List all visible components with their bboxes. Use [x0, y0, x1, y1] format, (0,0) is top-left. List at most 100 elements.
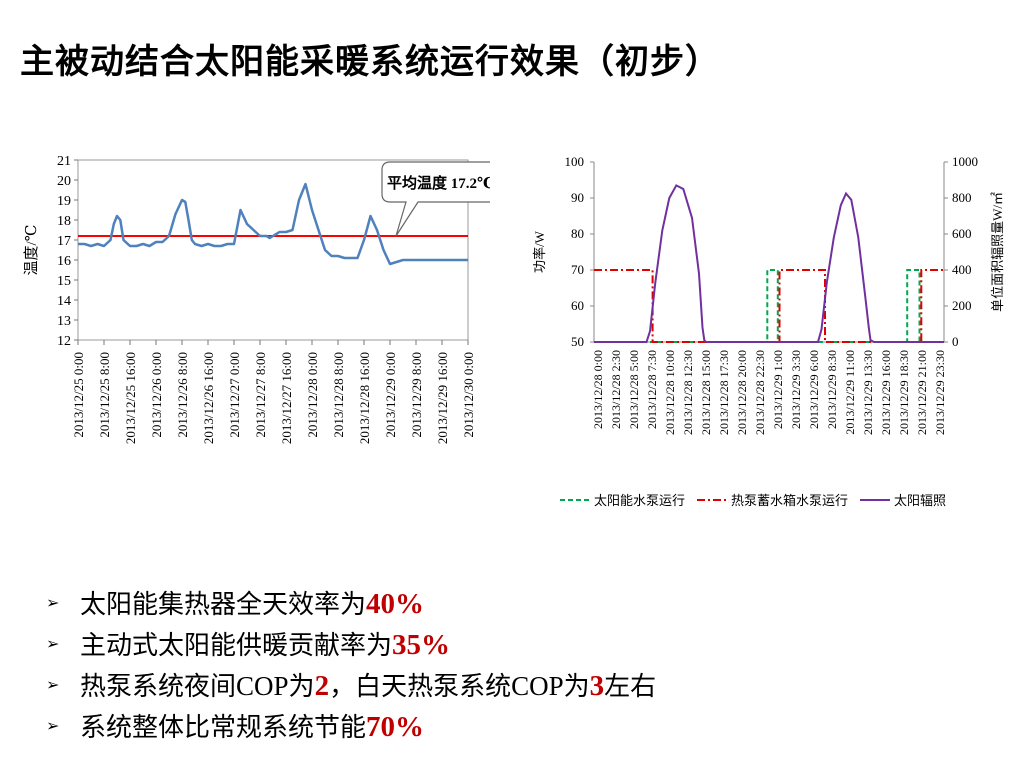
bullet-text: 太阳能集热器全天效率为40% — [80, 584, 424, 621]
highlight-value: 35% — [392, 629, 451, 661]
y-tick-label: 100 — [565, 154, 585, 169]
x-tick-label: 2013/12/26 0:00 — [149, 352, 164, 438]
bullet-text-part: 主动式太阳能供暖贡献率为 — [80, 631, 393, 661]
y2-tick-label: 0 — [952, 334, 959, 349]
y-tick-label: 18 — [57, 214, 71, 229]
y-axis-label: 功率/W — [532, 230, 547, 273]
annotation-text: 平均温度 17.2℃ — [387, 174, 490, 192]
y2-tick-label: 1000 — [952, 154, 978, 169]
plot-area — [77, 159, 469, 341]
x-tick-label: 2013/12/28 16:00 — [357, 352, 372, 444]
bullet-text-part: COP — [511, 671, 564, 701]
bullet-text-part: 太阳能集热器全天效率为 — [80, 590, 367, 620]
x-tick-label: 2013/12/28 17:30 — [717, 350, 731, 435]
x-tick-label: 2013/12/28 8:00 — [331, 352, 346, 438]
x-tick-label: 2013/12/25 16:00 — [123, 352, 138, 444]
legend-label: 热泵蓄水箱水泵运行 — [731, 493, 848, 508]
y-tick-label: 14 — [57, 294, 71, 309]
highlight-value: 3 — [589, 670, 605, 702]
y2-tick-label: 200 — [952, 298, 972, 313]
annotation-callout — [381, 161, 490, 237]
bullet-text: 主动式太阳能供暖贡献率为35% — [80, 625, 450, 662]
bullet-list: ➢ 太阳能集热器全天效率为40% ➢ 主动式太阳能供暖贡献率为35% ➢ 热泵系统夜间… — [46, 582, 656, 746]
x-tick-label: 2013/12/29 11:00 — [843, 350, 857, 435]
y-tick-label: 21 — [57, 154, 71, 169]
y-tick-label: 15 — [57, 274, 71, 289]
x-tick-label: 2013/12/29 13:30 — [861, 350, 875, 435]
x-tick-label: 2013/12/28 20:00 — [735, 350, 749, 435]
x-tick-label: 2013/12/29 8:30 — [825, 350, 839, 429]
x-tick-label: 2013/12/29 21:00 — [915, 350, 929, 435]
legend-label: 太阳辐照 — [894, 493, 946, 508]
y2-axis-label: 单位面积辐照量W/㎡ — [990, 192, 1005, 312]
x-tick-label: 2013/12/29 1:00 — [771, 350, 785, 429]
temperature-series-line — [78, 182, 468, 266]
highlight-value: 40% — [366, 588, 425, 620]
x-tick-label: 2013/12/25 8:00 — [97, 352, 112, 438]
bullet-text-part: 左右 — [604, 672, 657, 702]
y2-tick-label: 800 — [952, 190, 972, 205]
x-tick-label: 2013/12/28 15:00 — [699, 350, 713, 435]
bullet-text-part: COP — [236, 671, 289, 701]
series-line — [594, 269, 944, 343]
y-tick-label: 13 — [57, 314, 71, 329]
series-line — [594, 184, 944, 343]
x-tick-label: 2013/12/27 8:00 — [253, 352, 268, 438]
y-tick-label: 20 — [57, 174, 71, 189]
y-tick-label: 60 — [571, 298, 584, 313]
x-tick-label: 2013/12/28 7:30 — [645, 350, 659, 429]
y-tick-label: 90 — [571, 190, 584, 205]
x-tick-label: 2013/12/28 0:00 — [305, 352, 320, 438]
x-tick-label: 2013/12/28 10:00 — [663, 350, 677, 435]
bullet-text-part: 系统整体比常规系统节能 — [80, 713, 367, 743]
x-tick-label: 2013/12/29 16:00 — [435, 352, 450, 444]
x-tick-label: 2013/12/29 16:00 — [879, 350, 893, 435]
x-tick-label: 2013/12/28 0:00 — [591, 350, 605, 429]
y-tick-label: 80 — [571, 226, 584, 241]
x-tick-label: 2013/12/29 3:30 — [789, 350, 803, 429]
arrow-bullet-icon: ➢ — [46, 675, 60, 694]
x-tick-label: 2013/12/28 12:30 — [681, 350, 695, 435]
y-tick-label: 19 — [57, 194, 71, 209]
bullet-text-part: ，白天热泵系统 — [329, 672, 512, 702]
bullet-text: 系统整体比常规系统节能70% — [80, 707, 424, 744]
slide-title: 主被动结合太阳能采暖系统运行效果（初步） — [20, 42, 720, 82]
highlight-value: 70% — [366, 711, 425, 743]
bullet-text-part: 为 — [563, 672, 590, 702]
x-tick-label: 2013/12/29 8:00 — [409, 352, 424, 438]
bullet-item: ➢ 主动式太阳能供暖贡献率为35% — [46, 623, 656, 664]
x-tick-label: 2013/12/28 5:00 — [627, 350, 641, 429]
x-tick-label: 2013/12/26 16:00 — [201, 352, 216, 444]
y2-tick-label: 400 — [952, 262, 972, 277]
x-tick-label: 2013/12/29 18:30 — [897, 350, 911, 435]
bullet-text-part: 热泵系统夜间 — [80, 672, 237, 702]
bullet-item: ➢ 热泵系统夜间COP为2，白天热泵系统COP为3左右 — [46, 664, 656, 705]
arrow-bullet-icon: ➢ — [46, 593, 60, 612]
temperature-chart: 12 13 14 15 16 17 18 19 20 21 温度/℃ 2013/12/25 0:00 2… — [23, 154, 490, 444]
y-tick-label: 70 — [571, 262, 584, 277]
y2-tick-label: 600 — [952, 226, 972, 241]
legend-label: 太阳能水泵运行 — [594, 493, 685, 508]
y-tick-label: 17 — [57, 234, 71, 249]
y-tick-label: 50 — [571, 334, 584, 349]
arrow-bullet-icon: ➢ — [46, 716, 60, 735]
x-tick-label: 2013/12/27 0:00 — [227, 352, 242, 438]
y-tick-label: 16 — [57, 254, 71, 269]
x-tick-label: 2013/12/29 6:00 — [807, 350, 821, 429]
x-tick-label: 2013/12/26 8:00 — [175, 352, 190, 438]
bullet-text-part: 为 — [288, 672, 315, 702]
x-tick-label: 2013/12/25 0:00 — [71, 352, 86, 438]
series-line — [594, 269, 944, 343]
x-tick-label: 2013/12/29 23:30 — [933, 350, 947, 435]
y-tick-label: 12 — [57, 334, 71, 349]
y-axis-label: 温度/℃ — [23, 225, 40, 276]
x-tick-label: 2013/12/28 2:30 — [609, 350, 623, 429]
x-tick-label: 2013/12/29 0:00 — [383, 352, 398, 438]
bullet-item: ➢ 太阳能集热器全天效率为40% — [46, 582, 656, 623]
x-tick-label: 2013/12/27 16:00 — [279, 352, 294, 444]
arrow-bullet-icon: ➢ — [46, 634, 60, 653]
bullet-text: 热泵系统夜间COP为2，白天热泵系统COP为3左右 — [80, 666, 656, 703]
x-tick-label: 2013/12/28 22:30 — [753, 350, 767, 435]
x-tick-label: 2013/12/30 0:00 — [461, 352, 476, 438]
